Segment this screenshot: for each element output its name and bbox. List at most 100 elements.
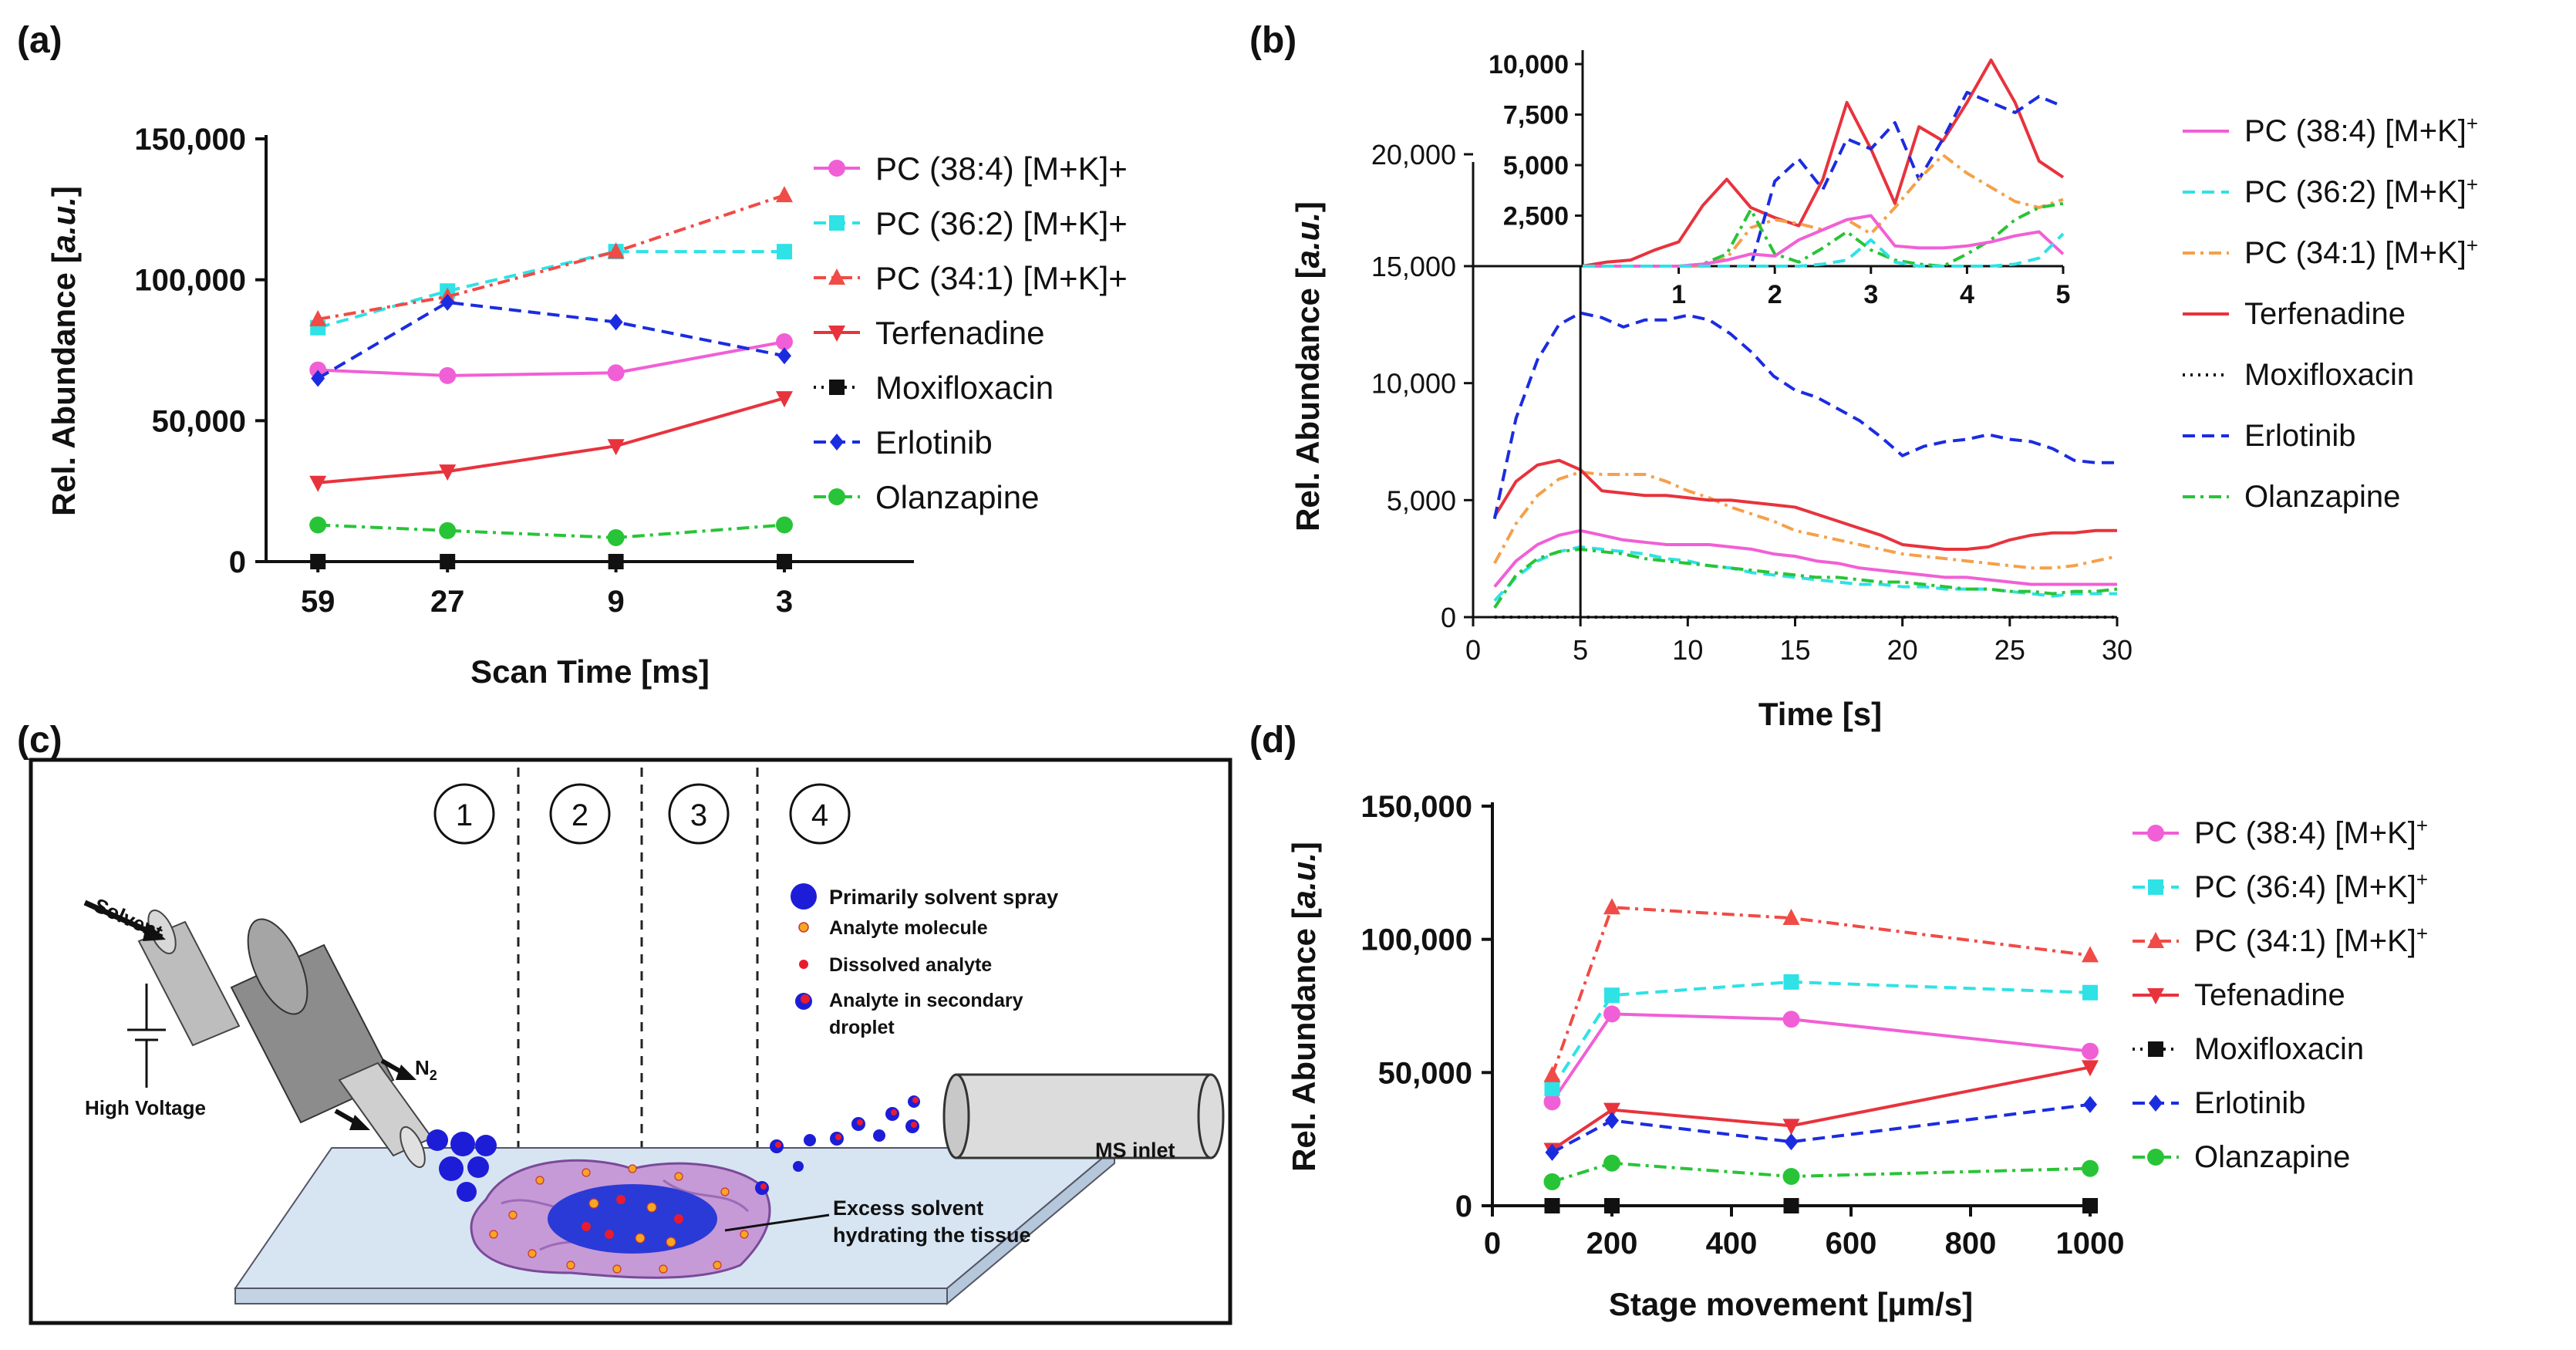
legend-dissolved-analyte: Dissolved analyte (829, 954, 992, 976)
stage-number: 2 (572, 798, 588, 832)
series-line (1550, 906, 2091, 1076)
legend-solvent-droplet (791, 883, 817, 910)
data-point (1783, 1198, 1799, 1213)
legend-marker (2147, 1149, 2164, 1166)
x-tick-label: 27 (430, 585, 465, 619)
y-tick-label: 5,000 (1387, 484, 1456, 516)
data-point (1603, 898, 1620, 915)
stage-number: 3 (690, 798, 707, 832)
series-line (318, 340, 785, 377)
x-axis-label: Stage movement [µm/s] (1609, 1286, 1973, 1322)
y-tick-label: 150,000 (134, 123, 246, 157)
data-point (1603, 1154, 1620, 1172)
series-line (1493, 470, 2118, 570)
panel-label-a: (a) (17, 20, 62, 61)
data-point (439, 366, 457, 384)
data-point (776, 333, 793, 351)
series-line (1550, 1012, 2091, 1103)
legend-marker (2149, 1095, 2163, 1112)
data-point (608, 554, 624, 569)
legend-solvent-spray: Primarily solvent spray (829, 886, 1058, 909)
legend-marker (828, 488, 845, 505)
legend-marker (2147, 825, 2164, 842)
legend-marker (2148, 879, 2163, 895)
legend-dissolved-analyte-dot (799, 960, 808, 969)
legend-marker (2147, 988, 2164, 1004)
x-tick-label: 3 (776, 585, 793, 619)
series-line (1492, 311, 2117, 520)
data-point (1544, 1081, 1560, 1097)
glass-slide-front (234, 1288, 948, 1304)
legend-marker (828, 160, 845, 177)
y-tick-label: 15,000 (1371, 251, 1456, 282)
legend-marker (2147, 932, 2164, 948)
x-tick-label: 25 (1994, 634, 2025, 666)
legend-marker (829, 380, 845, 395)
legend-marker (2148, 1041, 2163, 1057)
data-point (1603, 1005, 1620, 1023)
inset-y-tick-label: 10,000 (1489, 50, 1569, 79)
data-point (309, 475, 327, 492)
legend-label: PC (36:2) [M+K]+ (2244, 173, 2478, 209)
legend-secondary-droplet-1: Analyte in secondary (829, 990, 1023, 1011)
data-point (607, 364, 625, 382)
x-axis-label: Time [s] (1758, 696, 1882, 732)
data-point (1782, 1168, 1800, 1186)
y-tick-label: 50,000 (152, 404, 246, 438)
data-point (310, 554, 326, 569)
legend-label: PC (34:1) [M+K]+ (2244, 234, 2478, 270)
x-tick-label: 1000 (2056, 1227, 2125, 1261)
inset-series-line (1582, 58, 2065, 268)
inset-x-tick-label: 4 (1960, 280, 1974, 309)
x-tick-label: 800 (1945, 1227, 1997, 1261)
x-tick-label: 200 (1586, 1227, 1638, 1261)
legend-label: Tefenadine (2194, 978, 2345, 1012)
legend-label: PC (38:4) [M+K]+ (2194, 814, 2428, 850)
legend-marker (829, 215, 845, 231)
data-point (1782, 1011, 1800, 1028)
legend-label: Olanzapine (2194, 1140, 2350, 1174)
high-voltage-label: High Voltage (85, 1096, 206, 1119)
legend-label: Terfenadine (875, 315, 1045, 351)
y-tick-label: 100,000 (134, 264, 246, 298)
tissue-analyte-dots (489, 1164, 749, 1274)
data-point (607, 439, 625, 456)
data-point (1544, 1198, 1560, 1213)
legend-label: Moxifloxacin (2244, 358, 2414, 392)
data-point (2082, 1060, 2099, 1077)
y-tick-label: 10,000 (1371, 368, 1456, 400)
data-point (1604, 1198, 1620, 1213)
inset-x-tick-label: 3 (1863, 280, 1878, 309)
data-point (1784, 1133, 1799, 1151)
x-tick-label: 20 (1887, 634, 1918, 666)
data-point (2082, 1042, 2099, 1060)
data-point (1782, 909, 1800, 926)
data-point (609, 313, 623, 331)
excess-solvent-label-1: Excess solvent (833, 1196, 983, 1220)
series-line (1493, 458, 2117, 552)
data-point (2083, 1095, 2097, 1113)
inset-y-tick-label: 7,500 (1503, 101, 1569, 130)
ms-inlet-label: MS inlet (1095, 1139, 1175, 1162)
y-tick-label: 0 (1455, 1190, 1472, 1223)
excess-solvent-pointer (724, 1213, 830, 1232)
legend-label: Moxifloxacin (875, 370, 1054, 406)
legend-label: Erlotinib (2244, 419, 2356, 453)
y-axis-label: Rel. Abundance [a.u.] (1290, 201, 1326, 532)
data-point (607, 242, 625, 259)
panel-label-b: (b) (1249, 20, 1296, 61)
data-point (440, 293, 455, 311)
data-point (1545, 1143, 1559, 1161)
data-point (1543, 1093, 1561, 1111)
x-tick-label: 10 (1672, 634, 1703, 666)
y-tick-label: 0 (1441, 602, 1456, 633)
y-tick-label: 150,000 (1360, 790, 1472, 824)
legend-analyte-molecule-dot (798, 922, 809, 933)
inset-y-tick-label: 5,000 (1503, 151, 1569, 181)
sprayer (137, 910, 433, 1169)
series-line (1493, 528, 2117, 588)
n2-label: N2 (415, 1056, 437, 1083)
secondary-droplets (755, 1095, 920, 1195)
legend-marker (828, 268, 845, 285)
